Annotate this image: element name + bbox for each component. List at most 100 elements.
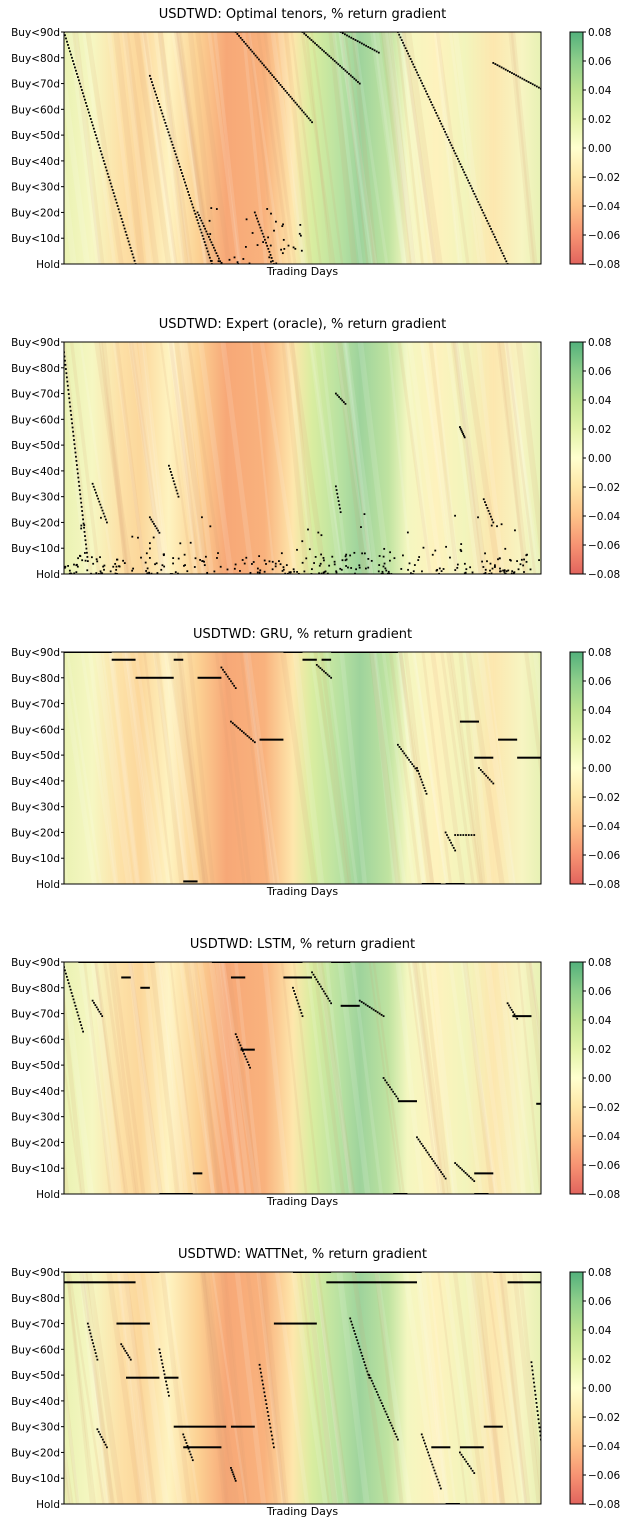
tenor-point — [503, 569, 506, 572]
tenor-point — [78, 485, 81, 487]
tenor-segment — [498, 738, 518, 741]
tenor-point — [498, 65, 501, 68]
tenor-point — [234, 563, 237, 566]
tenor-point — [515, 74, 518, 77]
tenor-point — [68, 47, 70, 50]
tenor-point — [481, 209, 483, 211]
tenor-point — [320, 572, 323, 574]
tenor-point — [422, 784, 425, 787]
y-tick-label: Hold — [36, 1189, 60, 1201]
tenor-point — [262, 1383, 264, 1386]
tenor-point — [75, 459, 78, 462]
tenor-point — [205, 247, 208, 250]
tenor-point — [487, 776, 489, 779]
tenor-point — [252, 739, 254, 742]
tenor-point — [163, 118, 166, 121]
tenor-segment — [302, 658, 317, 661]
tenor-point — [114, 198, 117, 201]
colorbar-tick-label: −0.02 — [588, 792, 620, 804]
y-tick-label: Buy<80d — [11, 53, 60, 65]
tenor-point — [351, 76, 354, 79]
tenor-point — [150, 572, 153, 574]
tenor-point — [491, 518, 494, 521]
tenor-point — [367, 558, 370, 560]
tenor-point — [377, 570, 380, 573]
tenor-point — [187, 1447, 190, 1450]
tenor-markers — [64, 32, 541, 264]
tenor-point — [356, 1339, 359, 1342]
tenor-point — [226, 675, 229, 678]
tenor-point — [378, 555, 381, 557]
tenor-point — [244, 245, 247, 248]
tenor-point — [209, 525, 212, 528]
tenor-point — [91, 482, 94, 485]
tenor-point — [411, 763, 414, 766]
tenor-point — [271, 74, 274, 77]
tenor-point — [200, 231, 203, 234]
tenor-point — [484, 571, 487, 574]
colorbar-tick-label: −0.04 — [588, 1131, 620, 1143]
tenor-point — [299, 234, 302, 237]
tenor-point — [344, 559, 347, 562]
tenor-point — [94, 1004, 97, 1006]
tenor-point — [84, 535, 86, 537]
tenor-point — [263, 570, 266, 573]
tenor-point — [412, 570, 415, 573]
tenor-point — [355, 568, 357, 571]
tenor-point — [397, 1097, 399, 1100]
tenor-point — [93, 488, 96, 491]
tenor-point — [274, 562, 277, 565]
tenor-point — [404, 47, 407, 50]
tenor-point — [366, 1370, 369, 1373]
colorbar-tick-label: 0.08 — [588, 647, 611, 659]
tenor-point — [363, 43, 365, 46]
tenor-point — [158, 1348, 161, 1351]
tenor-point — [459, 426, 461, 428]
tenor-point — [338, 503, 341, 506]
tenor-point — [461, 431, 464, 434]
tenor-point — [468, 182, 471, 184]
tenor-point — [85, 551, 88, 554]
tenor-point — [217, 552, 219, 554]
tenor-point — [107, 176, 110, 178]
tenor-point — [79, 493, 82, 496]
tenor-point — [416, 71, 418, 74]
tenor-point — [333, 60, 336, 62]
tenor-point — [533, 1381, 535, 1384]
tenor-segment — [340, 1004, 360, 1007]
tenor-point — [407, 52, 410, 55]
tenor-segment — [111, 658, 136, 661]
tenor-point — [210, 260, 213, 262]
tenor-point — [72, 430, 74, 433]
tenor-point — [245, 1058, 248, 1061]
tenor-point — [92, 127, 95, 130]
tenor-point — [234, 687, 237, 689]
tenor-segment — [183, 880, 198, 883]
tenor-point — [199, 228, 202, 231]
tenor-point — [500, 249, 503, 252]
y-tick-label: Buy<40d — [11, 156, 60, 168]
tenor-point — [274, 565, 277, 568]
tenor-point — [538, 1422, 540, 1425]
tenor-point — [315, 43, 318, 46]
tenor-point — [399, 36, 402, 39]
tenor-point — [417, 769, 419, 772]
tenor-point — [473, 192, 476, 195]
tenor-point — [539, 1434, 541, 1437]
tenor-point — [418, 76, 421, 79]
tenor-point — [503, 571, 506, 573]
tenor-point — [421, 1436, 424, 1439]
tenor-point — [132, 567, 135, 570]
tenor-point — [427, 1451, 430, 1454]
tenor-point — [438, 1168, 441, 1171]
colorbar-tick-label: 0.04 — [588, 705, 612, 717]
tenor-point — [341, 399, 344, 402]
tenor-point — [437, 1481, 440, 1484]
tenor-point — [344, 402, 347, 405]
y-tick-label: Buy<80d — [11, 363, 60, 375]
tenor-point — [516, 560, 518, 562]
tenor-point — [127, 240, 130, 243]
tenor-point — [360, 1001, 363, 1003]
tenor-point — [247, 1063, 250, 1066]
tenor-point — [65, 368, 67, 370]
